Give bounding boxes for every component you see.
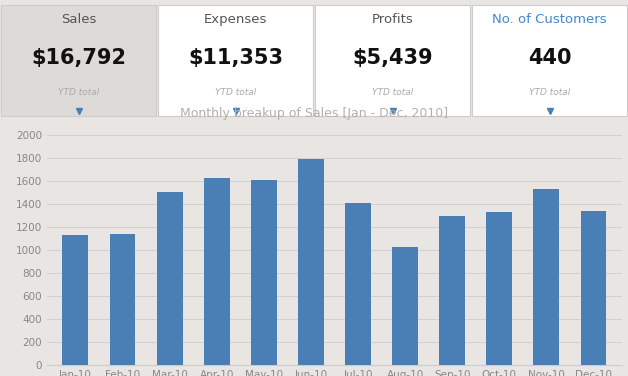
Text: YTD total: YTD total	[372, 88, 413, 97]
Bar	[486, 212, 512, 365]
FancyBboxPatch shape	[472, 5, 627, 115]
Text: Monthly breakup of Sales [Jan - Dec, 2010]: Monthly breakup of Sales [Jan - Dec, 201…	[180, 107, 448, 120]
Text: Sales: Sales	[61, 13, 96, 26]
Bar	[203, 178, 230, 365]
Text: Expenses: Expenses	[204, 13, 267, 26]
Bar	[109, 234, 136, 365]
FancyBboxPatch shape	[1, 5, 156, 115]
Bar	[298, 159, 324, 365]
Bar	[533, 189, 560, 365]
Text: YTD total: YTD total	[529, 88, 570, 97]
Text: $11,353: $11,353	[188, 48, 283, 68]
Text: 440: 440	[528, 48, 571, 68]
Text: Profits: Profits	[372, 13, 413, 26]
Bar	[62, 235, 89, 365]
Bar	[156, 191, 183, 365]
Text: YTD total: YTD total	[58, 88, 99, 97]
Text: YTD total: YTD total	[215, 88, 256, 97]
FancyBboxPatch shape	[158, 5, 313, 115]
Bar	[392, 247, 418, 365]
Text: $16,792: $16,792	[31, 48, 126, 68]
Bar	[251, 179, 277, 365]
Text: $5,439: $5,439	[352, 48, 433, 68]
FancyBboxPatch shape	[315, 5, 470, 115]
Bar	[345, 203, 371, 365]
Bar	[439, 216, 465, 365]
Text: No. of Customers: No. of Customers	[492, 13, 607, 26]
Bar	[580, 211, 607, 365]
